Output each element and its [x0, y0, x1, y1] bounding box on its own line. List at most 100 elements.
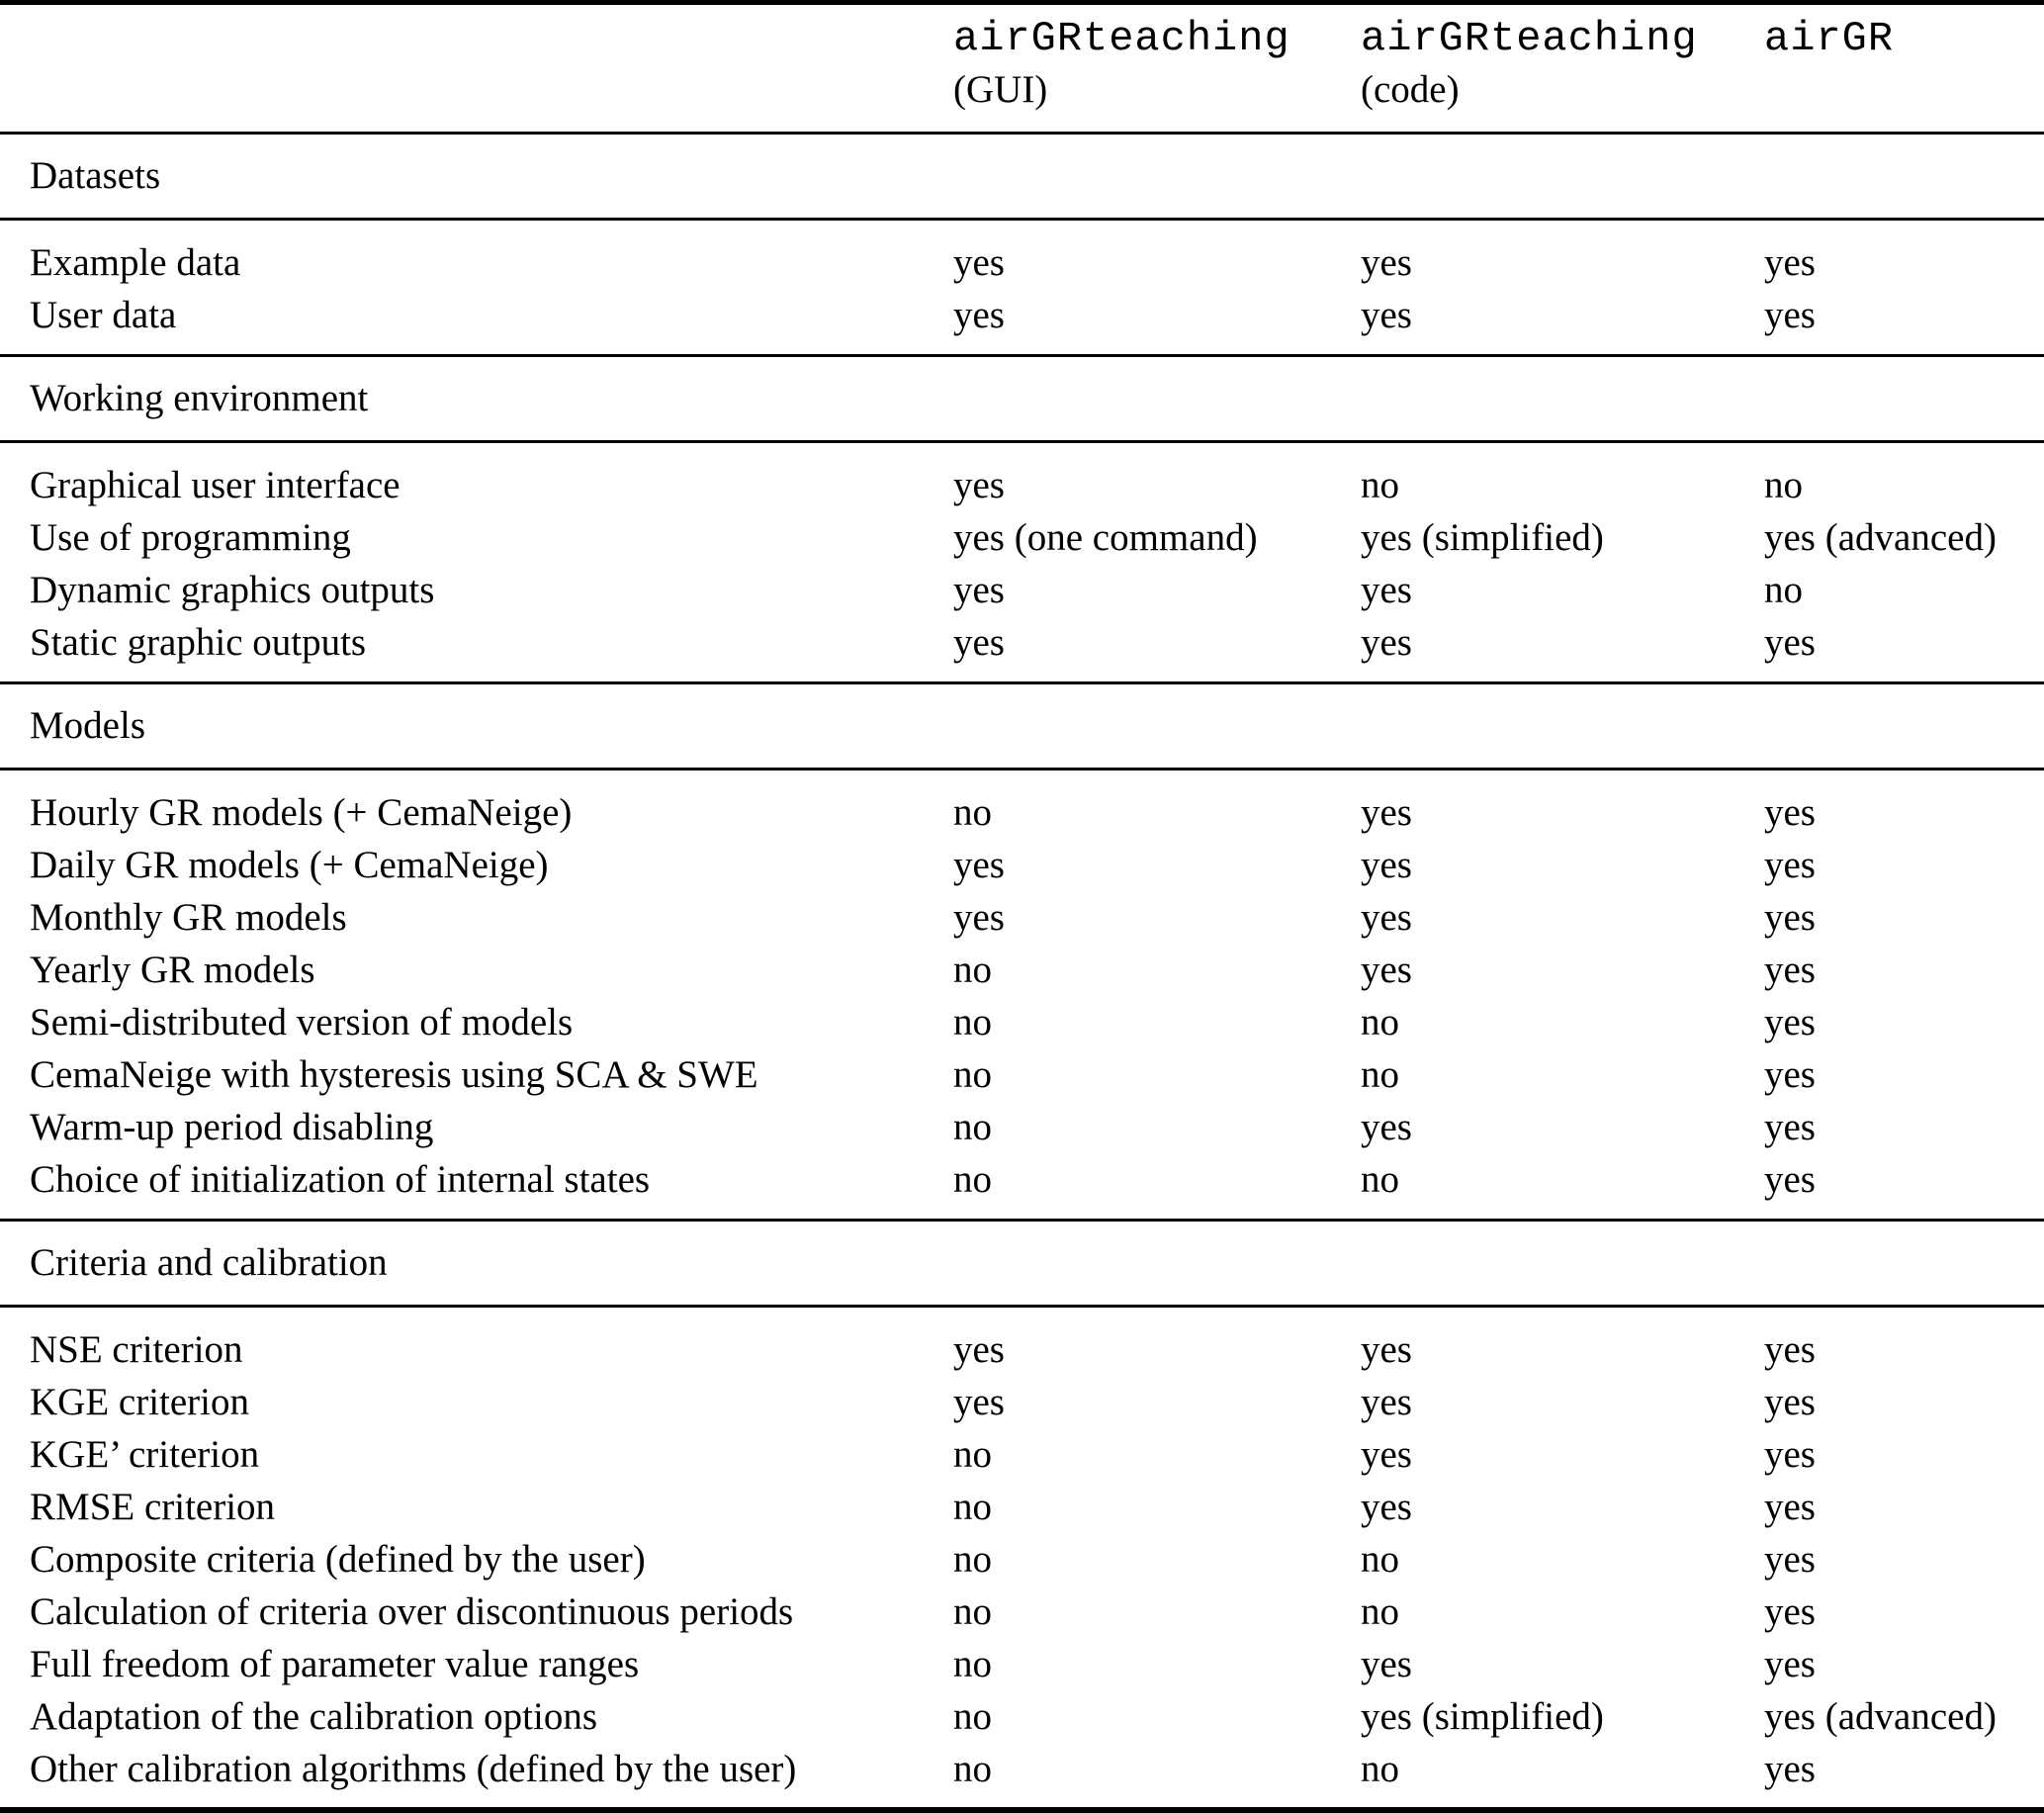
row-label: Yearly GR models — [30, 949, 315, 991]
row-value: yes — [1361, 844, 1412, 886]
row-value: yes — [953, 294, 1005, 336]
table-row: Composite criteria (defined by the user)… — [0, 1533, 2044, 1586]
row-value: yes — [1361, 569, 1412, 611]
row-value: no — [1361, 1748, 1399, 1790]
row-value: yes — [1361, 1381, 1412, 1423]
row-value: yes — [1361, 791, 1412, 834]
section-rows: Example data yes yes yes User data yes yes yes — [0, 221, 2044, 354]
row-value: no — [1361, 1053, 1399, 1096]
table-row: Graphical user interface yes no no — [0, 459, 2044, 511]
row-value: yes — [1764, 1486, 1816, 1528]
table-bottom-rule — [0, 1807, 2044, 1813]
table-row: Daily GR models (+ CemaNeige) yes yes yes — [0, 839, 2044, 891]
header-column-airgrteaching-gui: airGRteaching (GUI) — [953, 13, 1361, 116]
row-value: yes — [953, 569, 1005, 611]
row-value: yes (advanced) — [1764, 516, 1997, 559]
section-rows: NSE criterion yes yes yes KGE criterion yes ye… — [0, 1308, 2044, 1808]
row-value: no — [1361, 464, 1399, 506]
row-label: Static graphic outputs — [30, 621, 367, 664]
row-value: no — [953, 949, 992, 991]
row-value: yes — [1361, 1328, 1412, 1371]
row-value: no — [1361, 1538, 1399, 1581]
section-title-criteria-and-calibration: Criteria and calibration — [30, 1241, 388, 1284]
table-row: Semi-distributed version of models no no ye… — [0, 996, 2044, 1048]
row-value: no — [1764, 569, 1803, 611]
row-label: NSE criterion — [30, 1328, 243, 1371]
section-title-datasets: Datasets — [30, 154, 161, 197]
table-top-rule — [0, 0, 2044, 5]
row-value: yes — [1361, 949, 1412, 991]
row-value: yes — [953, 464, 1005, 506]
row-value: no — [953, 1590, 992, 1633]
row-value: no — [953, 1106, 992, 1148]
row-value: yes — [953, 1328, 1005, 1371]
row-value: yes — [1764, 241, 1816, 284]
package-name: airGRteaching — [953, 15, 1290, 62]
row-value: yes — [1764, 1001, 1816, 1043]
table-row: CemaNeige with hysteresis using SCA & SW… — [0, 1048, 2044, 1101]
table-row: RMSE criterion no yes yes — [0, 1481, 2044, 1533]
row-value: yes — [1361, 241, 1412, 284]
row-label: Composite criteria (defined by the user) — [30, 1538, 646, 1581]
table-row: KGE criterion yes yes yes — [0, 1376, 2044, 1428]
section-rule — [0, 354, 2044, 357]
table-row: Hourly GR models (+ CemaNeige) no yes yes — [0, 786, 2044, 839]
row-label: User data — [30, 294, 177, 336]
row-label: Monthly GR models — [30, 896, 347, 939]
row-value: no — [953, 1748, 992, 1790]
row-value: no — [1361, 1158, 1399, 1201]
table-row: Other calibration algorithms (defined by… — [0, 1743, 2044, 1795]
section-rule — [0, 681, 2044, 684]
table-row: Monthly GR models yes yes yes — [0, 891, 2044, 944]
row-value: yes — [1764, 1053, 1816, 1096]
table-header-row: airGRteaching (GUI) airGRteaching (code)… — [0, 5, 2044, 132]
table-row: Warm-up period disabling no yes yes — [0, 1101, 2044, 1153]
row-label: Example data — [30, 241, 241, 284]
row-label: Choice of initialization of internal sta… — [30, 1158, 651, 1201]
header-empty-cell — [30, 13, 953, 116]
row-value: yes — [953, 621, 1005, 664]
section-rule — [0, 768, 2044, 771]
table-row: NSE criterion yes yes yes — [0, 1323, 2044, 1376]
row-value: no — [953, 1053, 992, 1096]
header-column-airgr: airGR — [1764, 13, 2044, 116]
row-value: yes (simplified) — [1361, 516, 1604, 559]
row-value: yes — [1764, 621, 1816, 664]
section-rows: Hourly GR models (+ CemaNeige) no yes yes Da… — [0, 771, 2044, 1219]
row-value: yes — [1361, 1106, 1412, 1148]
row-value: yes — [1361, 1433, 1412, 1476]
package-qualifier: (GUI) — [953, 68, 1048, 111]
table-sections: Datasets Example data yes yes yes User data ye… — [0, 135, 2044, 1808]
row-value: yes — [1361, 621, 1412, 664]
row-value: yes — [1764, 1106, 1816, 1148]
row-value: yes (simplified) — [1361, 1695, 1604, 1738]
row-value: yes (one command) — [953, 516, 1258, 559]
row-value: no — [953, 1538, 992, 1581]
package-name: airGRteaching — [1361, 15, 1698, 62]
row-value: yes — [1764, 1381, 1816, 1423]
row-value: yes — [1764, 1538, 1816, 1581]
row-value: yes (advanced) — [1764, 1695, 1997, 1738]
row-value: yes — [1764, 1158, 1816, 1201]
row-label: Calculation of criteria over discontinuo… — [30, 1590, 794, 1633]
table-row: Calculation of criteria over discontinuo… — [0, 1586, 2044, 1638]
section-rule — [0, 440, 2044, 443]
row-label: Hourly GR models (+ CemaNeige) — [30, 791, 573, 834]
table-row: Choice of initialization of internal sta… — [0, 1153, 2044, 1206]
row-label: Use of programming — [30, 516, 351, 559]
row-value: yes — [1764, 1590, 1816, 1633]
row-value: yes — [1764, 1328, 1816, 1371]
table-row: Adaptation of the calibration options no y… — [0, 1690, 2044, 1743]
row-value: yes — [1764, 1748, 1816, 1790]
row-value: no — [953, 1433, 992, 1476]
row-value: yes — [953, 896, 1005, 939]
row-value: yes — [1361, 896, 1412, 939]
row-value: no — [953, 1486, 992, 1528]
row-label: Warm-up period disabling — [30, 1106, 434, 1148]
row-value: no — [1764, 464, 1803, 506]
row-value: yes — [1361, 294, 1412, 336]
section-rows: Graphical user interface yes no no Use of pr… — [0, 443, 2044, 681]
row-label: Adaptation of the calibration options — [30, 1695, 598, 1738]
row-label: CemaNeige with hysteresis using SCA & SW… — [30, 1053, 758, 1096]
row-value: yes — [1764, 949, 1816, 991]
